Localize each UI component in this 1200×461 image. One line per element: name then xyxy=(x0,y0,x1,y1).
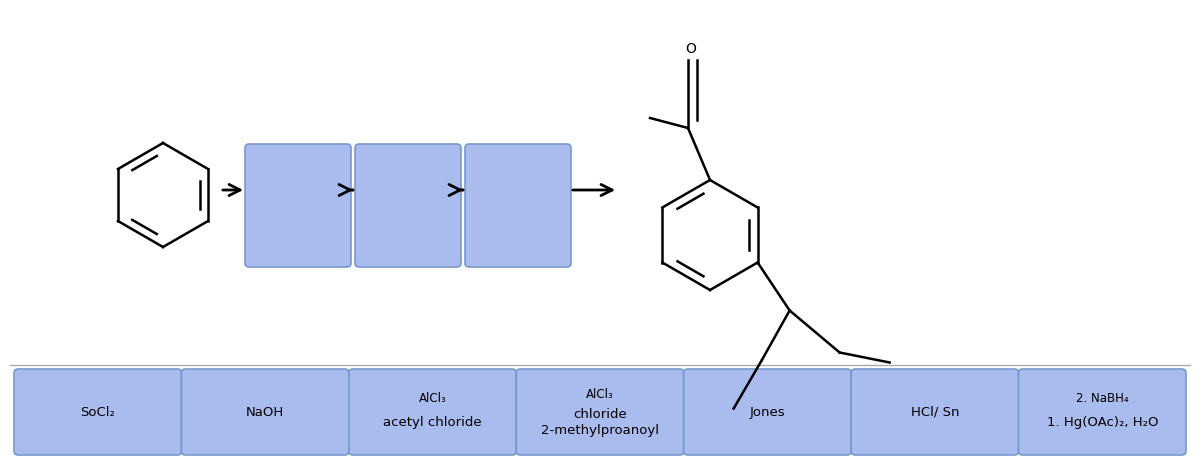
Text: 2-methylproanoyl: 2-methylproanoyl xyxy=(541,424,659,437)
Text: 2. NaBH₄: 2. NaBH₄ xyxy=(1076,391,1128,404)
Text: AlCl₃: AlCl₃ xyxy=(586,388,614,401)
FancyBboxPatch shape xyxy=(1019,369,1186,455)
FancyBboxPatch shape xyxy=(516,369,684,455)
FancyBboxPatch shape xyxy=(14,369,181,455)
Text: NaOH: NaOH xyxy=(246,406,284,419)
Text: acetyl chloride: acetyl chloride xyxy=(383,415,482,429)
Text: SoCl₂: SoCl₂ xyxy=(80,406,115,419)
Text: Jones: Jones xyxy=(750,406,785,419)
FancyBboxPatch shape xyxy=(355,144,461,267)
Text: HCl/ Sn: HCl/ Sn xyxy=(911,406,959,419)
FancyBboxPatch shape xyxy=(466,144,571,267)
FancyBboxPatch shape xyxy=(245,144,352,267)
Text: 1. Hg(OAc)₂, H₂O: 1. Hg(OAc)₂, H₂O xyxy=(1046,415,1158,429)
FancyBboxPatch shape xyxy=(181,369,349,455)
Text: chloride: chloride xyxy=(574,408,626,420)
FancyBboxPatch shape xyxy=(684,369,851,455)
Text: AlCl₃: AlCl₃ xyxy=(419,391,446,404)
FancyBboxPatch shape xyxy=(851,369,1019,455)
Text: O: O xyxy=(685,42,696,56)
FancyBboxPatch shape xyxy=(349,369,516,455)
